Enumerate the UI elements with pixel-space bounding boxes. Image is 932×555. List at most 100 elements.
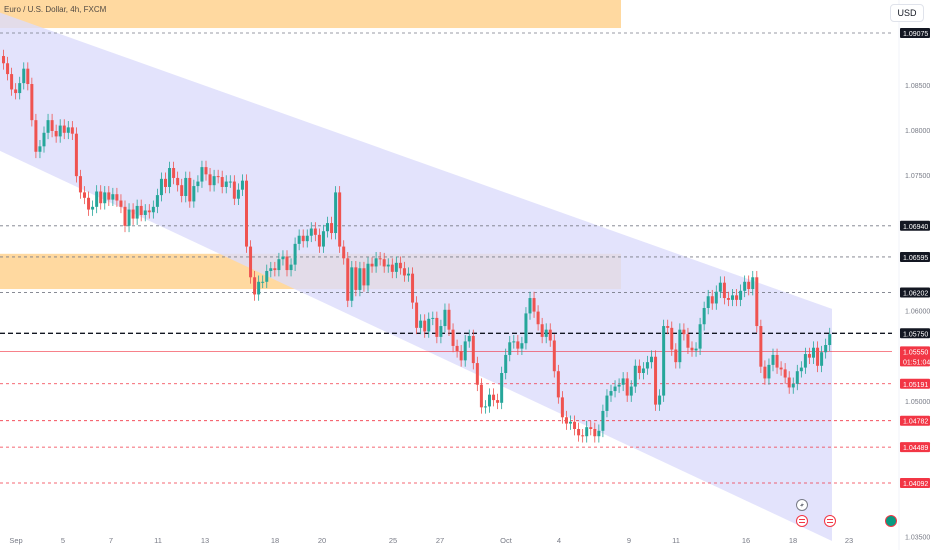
candle <box>439 319 443 344</box>
candle <box>168 161 172 194</box>
candle-body <box>633 365 637 387</box>
candle-body <box>192 186 196 202</box>
us-flag-event-icon[interactable] <box>824 515 836 527</box>
candle-body <box>759 326 763 367</box>
candle <box>479 378 483 414</box>
candle-body <box>374 258 378 267</box>
candle-body <box>824 345 828 353</box>
x-tick-label: 9 <box>627 536 631 545</box>
candle-body <box>346 258 350 301</box>
candle <box>504 348 508 380</box>
candle-body <box>609 391 613 396</box>
candle <box>475 356 479 392</box>
candle <box>382 252 386 273</box>
x-tick-label: Oct <box>500 536 513 545</box>
price-tag-label: 1.04489 <box>903 445 928 452</box>
candle <box>342 240 346 265</box>
candle-body <box>540 324 544 337</box>
x-tick-label: 18 <box>271 536 279 545</box>
candle <box>378 251 382 266</box>
candle-body <box>159 178 163 196</box>
candle <box>216 169 220 184</box>
candle-body <box>637 365 641 374</box>
y-tick-label: 1.03500 <box>905 534 930 541</box>
candle-body <box>240 180 244 190</box>
candle-body <box>771 354 775 365</box>
candle-body <box>662 326 666 396</box>
currency-button[interactable]: USD <box>890 4 924 22</box>
candle <box>338 186 342 253</box>
candle <box>107 186 111 206</box>
candle-body <box>654 356 658 405</box>
price-tag-bg <box>900 478 930 488</box>
candle <box>795 364 799 391</box>
candle-body <box>427 318 431 332</box>
candle <box>577 422 581 442</box>
candle <box>411 267 415 309</box>
candle-body <box>787 377 791 388</box>
candle <box>662 319 666 402</box>
candle <box>560 391 564 424</box>
candle <box>759 319 763 374</box>
candle-body <box>115 194 119 201</box>
candle-body <box>269 268 273 271</box>
candle-body <box>208 174 212 186</box>
candle-body <box>273 268 277 271</box>
candle <box>512 335 516 349</box>
candle-body <box>666 326 670 328</box>
us-flag-event-icon[interactable] <box>796 515 808 527</box>
candle-body <box>321 231 325 247</box>
candle <box>828 327 832 352</box>
candle <box>407 267 410 282</box>
candle-body <box>726 298 730 300</box>
candle <box>419 314 423 335</box>
countdown-label: 01:51:04 <box>903 359 930 366</box>
candle-body <box>330 223 334 234</box>
price-tag-label: 1.05550 <box>903 349 928 356</box>
candle-body <box>597 430 601 437</box>
candle <box>6 56 10 81</box>
candle-body <box>706 296 710 308</box>
candle-body <box>820 352 824 366</box>
candle <box>208 168 212 192</box>
candle <box>658 389 662 411</box>
candle-body <box>30 84 34 121</box>
candle-body <box>556 371 560 398</box>
candles <box>2 49 832 443</box>
candle-body <box>358 268 362 290</box>
candle <box>706 289 710 315</box>
candle <box>726 291 730 307</box>
candle <box>609 384 613 402</box>
candle <box>536 305 540 331</box>
candle <box>188 171 192 208</box>
y-tick-label: 1.06000 <box>905 309 930 316</box>
price-tag-label: 1.05191 <box>903 382 928 389</box>
candle <box>682 323 686 341</box>
candle-body <box>694 348 698 351</box>
candle-body <box>342 246 346 259</box>
lightning-event-icon[interactable] <box>796 499 808 511</box>
candle-body <box>350 267 354 301</box>
candle <box>257 275 261 301</box>
candle <box>674 343 678 369</box>
price-tag-label: 1.09075 <box>903 31 928 38</box>
candle-body <box>386 264 390 267</box>
candle-body <box>492 394 496 401</box>
x-tick-label: 5 <box>61 536 65 545</box>
candle <box>645 355 649 375</box>
candle-body <box>629 386 633 396</box>
upper-supply-zone <box>0 0 621 29</box>
candle-body <box>18 83 22 94</box>
candle-body <box>601 410 605 431</box>
candle <box>569 415 572 430</box>
globe-event-icon[interactable] <box>885 515 897 527</box>
candle-body <box>471 335 475 364</box>
candle-body <box>791 383 795 388</box>
candle <box>38 140 42 159</box>
candle <box>253 270 257 301</box>
candle-body <box>589 427 593 429</box>
candle <box>192 179 196 208</box>
candle-body <box>228 181 232 183</box>
